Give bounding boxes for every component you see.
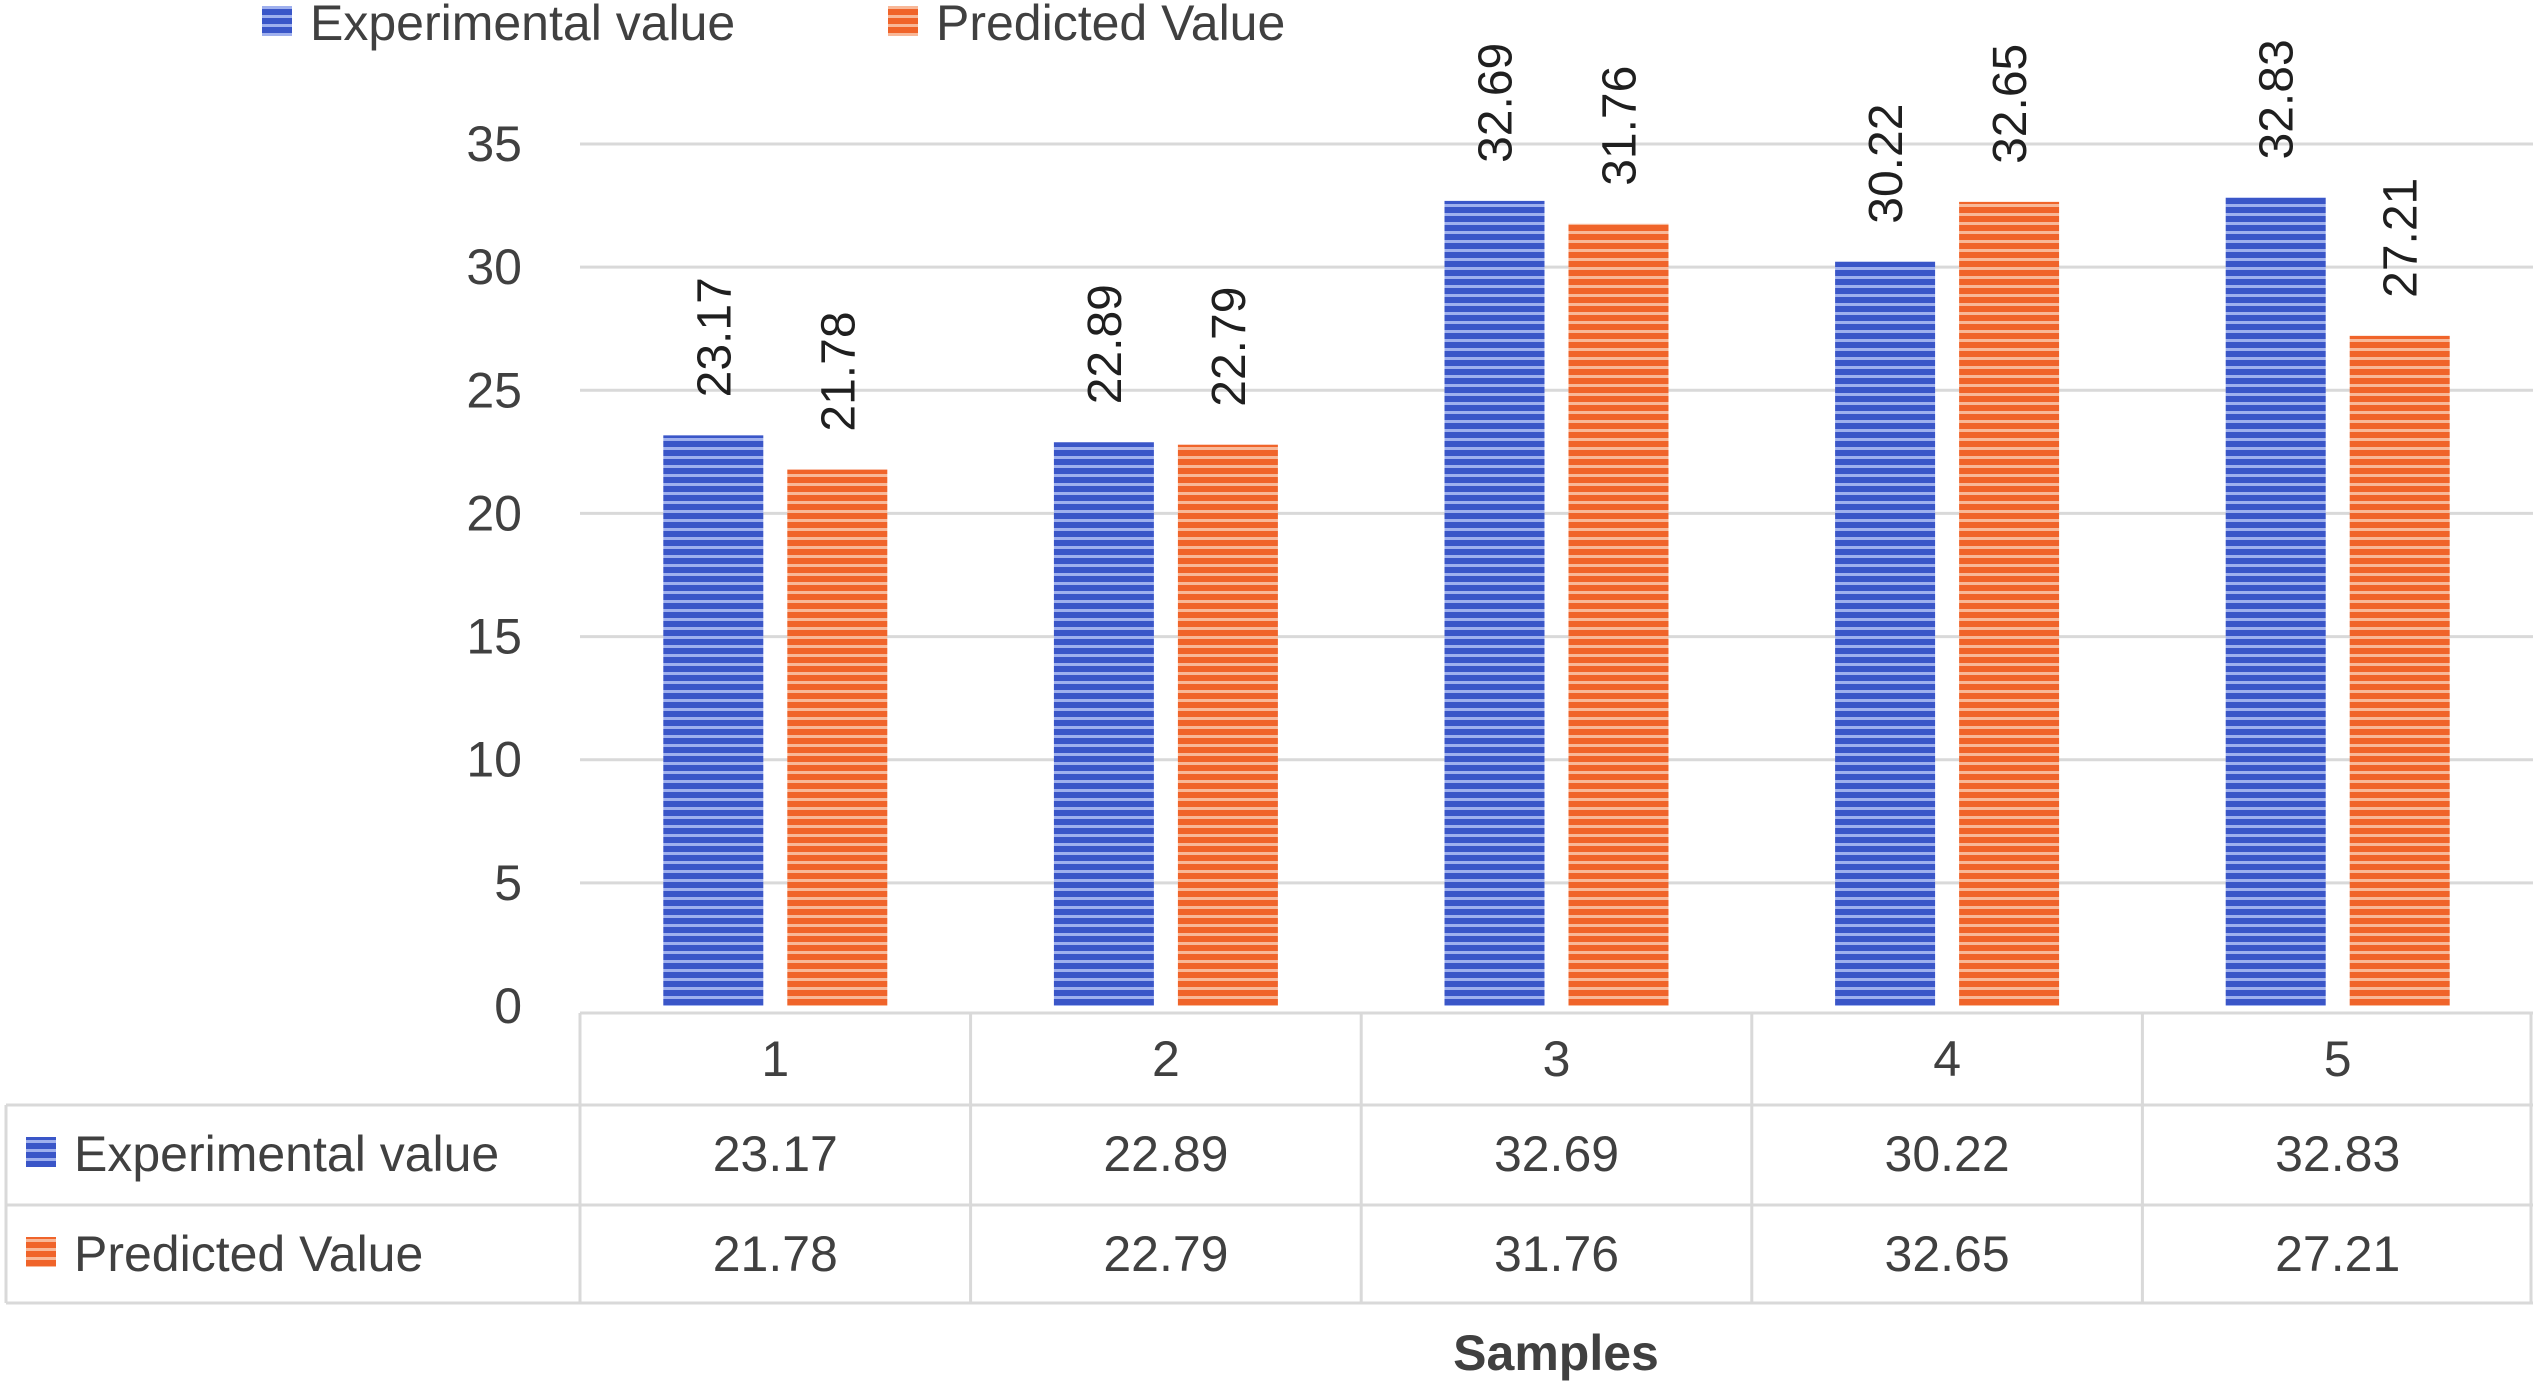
table-cell-predicted: 21.78	[713, 1226, 838, 1282]
table-row-label-experimental: Experimental value	[74, 1126, 499, 1182]
table-cell-experimental: 32.69	[1494, 1126, 1619, 1182]
bar-predicted	[1177, 444, 1278, 1006]
data-label-predicted: 31.76	[1594, 66, 1647, 186]
data-label-experimental: 32.69	[1470, 43, 1523, 163]
data-label-predicted: 22.79	[1203, 287, 1256, 407]
bar-predicted	[1959, 201, 2060, 1006]
table-cell-predicted: 27.21	[2275, 1226, 2400, 1282]
table-cell-predicted: 32.65	[1885, 1226, 2010, 1282]
bars	[663, 197, 2450, 1007]
data-labels: 23.17 21.78 22.89 22.79 32.69 31.76 30.22 32.65…	[688, 39, 2427, 431]
bar-predicted	[787, 469, 888, 1006]
legend-label-predicted: Predicted Value	[936, 0, 1285, 51]
data-label-predicted: 32.65	[1984, 44, 2037, 164]
y-tick-label: 35	[466, 116, 522, 172]
data-label-experimental: 30.22	[1860, 104, 1913, 224]
table-cell-experimental: 23.17	[713, 1126, 838, 1182]
table-cell-predicted: 31.76	[1494, 1226, 1619, 1282]
y-axis-tick-labels: 0 5 10 15 20 25 30 35	[466, 116, 522, 1034]
x-tick-label: 1	[761, 1031, 789, 1087]
bar-predicted	[2349, 335, 2450, 1006]
x-tick-label: 2	[1152, 1031, 1180, 1087]
x-axis-title: Samples	[1453, 1325, 1659, 1381]
y-tick-label: 30	[466, 239, 522, 295]
table-cell-experimental: 32.83	[2275, 1126, 2400, 1182]
data-label-predicted: 27.21	[2375, 178, 2428, 298]
legend-label-experimental: Experimental value	[310, 0, 735, 51]
data-table-lines	[4, 1011, 2533, 1305]
table-cell-predicted: 22.79	[1103, 1226, 1228, 1282]
table-cell-experimental: 30.22	[1885, 1126, 2010, 1182]
bar-experimental	[1053, 442, 1154, 1006]
bar-predicted	[1568, 223, 1669, 1006]
y-tick-label: 20	[466, 485, 522, 541]
bar-experimental	[1444, 200, 1545, 1007]
gridlines	[580, 142, 2533, 885]
table-row-label-predicted: Predicted Value	[74, 1226, 423, 1282]
bar-experimental	[663, 435, 764, 1007]
y-tick-label: 0	[494, 978, 522, 1034]
table-swatch-experimental	[26, 1137, 56, 1167]
table-swatch-predicted	[26, 1237, 56, 1267]
bar-experimental	[1835, 261, 1936, 1006]
data-label-predicted: 21.78	[812, 311, 865, 431]
x-tick-label: 5	[2324, 1031, 2352, 1087]
data-table: 1 2 3 4 5 Experimental value Predicted Value…	[4, 1011, 2533, 1305]
y-tick-label: 25	[466, 362, 522, 418]
data-label-experimental: 32.83	[2251, 39, 2304, 159]
bar-experimental	[2225, 197, 2326, 1007]
legend-swatch-predicted	[888, 6, 918, 36]
y-tick-label: 15	[466, 609, 522, 665]
y-tick-label: 10	[466, 732, 522, 788]
data-label-experimental: 22.89	[1079, 284, 1132, 404]
x-tick-label: 3	[1543, 1031, 1571, 1087]
data-label-experimental: 23.17	[688, 277, 741, 397]
x-tick-label: 4	[1933, 1031, 1961, 1087]
y-tick-label: 5	[494, 855, 522, 911]
data-table-cells: 23.17 21.78 22.89 22.79 32.69 31.76 30.22 32.65…	[713, 1126, 2401, 1282]
legend-swatch-experimental	[262, 6, 292, 36]
table-cell-experimental: 22.89	[1103, 1126, 1228, 1182]
data-table-category-row: 1 2 3 4 5	[761, 1031, 2351, 1087]
legend: Experimental value Predicted Value	[262, 0, 1285, 51]
